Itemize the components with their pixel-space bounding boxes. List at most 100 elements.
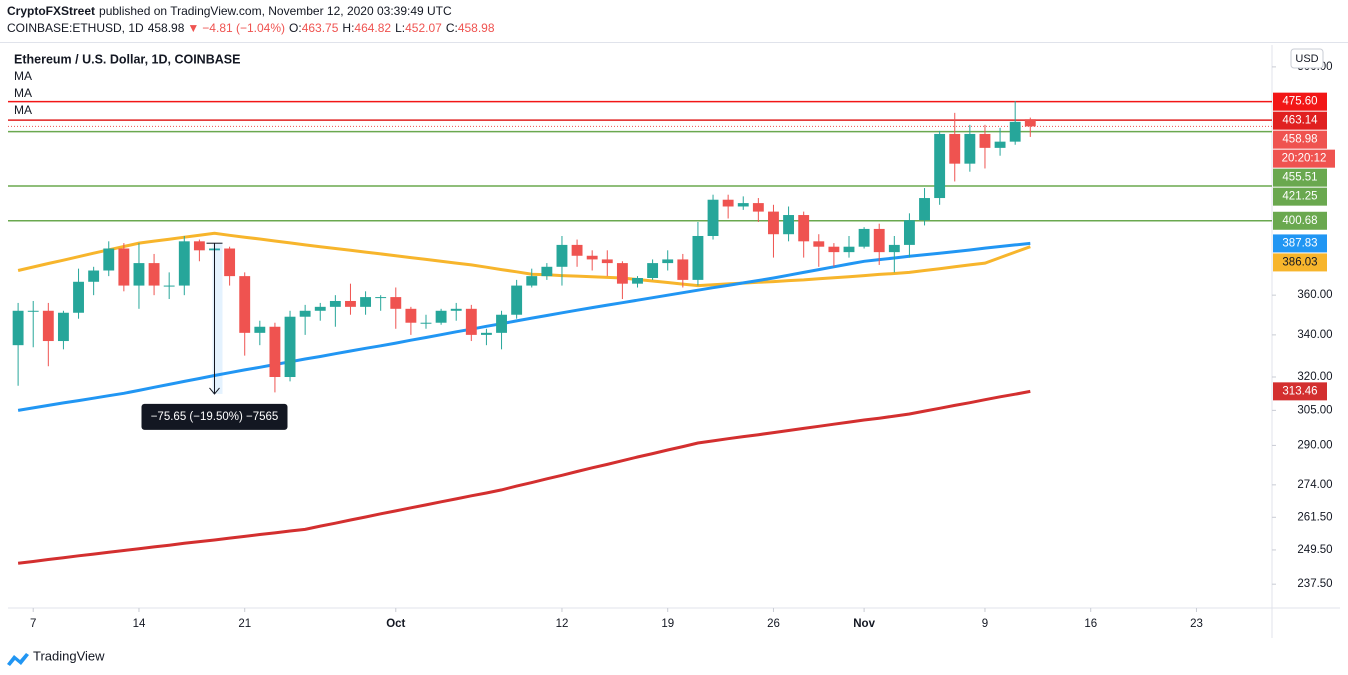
- candle-body: [193, 241, 205, 251]
- candle-body: [858, 228, 870, 247]
- high-value: 464.82: [354, 21, 391, 35]
- price-label-box: [1273, 234, 1327, 253]
- candle-body: [903, 220, 915, 245]
- candle-body: [934, 133, 946, 199]
- candle-body: [511, 285, 523, 315]
- change: −4.81 (−1.04%): [202, 21, 285, 35]
- published: published on TradingView.com, November 1…: [99, 4, 452, 18]
- candle-body: [556, 244, 568, 267]
- moving-average: [17, 389, 1031, 565]
- x-tick-label: 16: [1084, 618, 1097, 630]
- y-tick-label: 305.00: [1297, 404, 1332, 416]
- legend-entry: MA: [14, 86, 32, 100]
- candle-body: [329, 300, 341, 307]
- price-label: 475.60: [1282, 96, 1317, 108]
- candle-body: [254, 326, 266, 333]
- high-label: H:: [342, 21, 354, 35]
- y-tick-label: 274.00: [1297, 479, 1332, 491]
- x-tick-label: 14: [133, 618, 146, 630]
- candle-body: [994, 141, 1006, 148]
- price-label: 421.25: [1282, 191, 1317, 203]
- measure-label-box: [141, 403, 288, 430]
- candle-body: [526, 276, 538, 286]
- candle-body: [360, 297, 372, 307]
- candle-body: [163, 285, 175, 287]
- y-tick-label: 290.00: [1297, 439, 1332, 451]
- candle-body: [57, 312, 69, 342]
- candle-body: [888, 244, 900, 253]
- currency[interactable]: USD: [1295, 53, 1318, 65]
- candle-body: [224, 248, 236, 277]
- x-tick-label: 26: [767, 618, 780, 630]
- currency-button-box[interactable]: [1290, 48, 1324, 69]
- brand-icon[interactable]: [7, 653, 29, 666]
- candle-body: [586, 255, 598, 260]
- price-label: 386.03: [1282, 256, 1317, 268]
- price-label: 313.46: [1282, 385, 1317, 397]
- candle-body: [420, 322, 432, 324]
- candle-body: [873, 228, 885, 253]
- candle-body: [752, 203, 764, 212]
- x-tick-label: 21: [238, 618, 251, 630]
- candle-body: [118, 248, 130, 286]
- candle-body: [496, 314, 507, 333]
- symbol-line: COINBASE:ETHUSD, 1D 458.98 ▼ −4.81 (−1.04%)…: [7, 21, 495, 35]
- header-separator: [0, 42, 1348, 43]
- legend-entry: MA: [14, 69, 32, 83]
- author[interactable]: CryptoFXStreet: [7, 4, 95, 18]
- low-label: L:: [395, 21, 405, 35]
- change-arrow: ▼: [187, 21, 199, 35]
- price-label-box: [1273, 111, 1327, 130]
- x-tick-label: Oct: [386, 618, 405, 630]
- candle-body: [148, 263, 160, 286]
- y-tick-label: 320.00: [1297, 371, 1332, 383]
- low-value: 452.07: [405, 21, 442, 35]
- candle-body: [919, 198, 930, 221]
- y-tick-label: 261.50: [1297, 511, 1332, 523]
- candle-body: [798, 215, 810, 242]
- x-tick-label: 23: [1190, 618, 1203, 630]
- countdown: 20:20:12: [1282, 153, 1327, 165]
- candle-body: [571, 244, 583, 256]
- candle-body: [768, 211, 779, 235]
- candle-body: [299, 310, 311, 317]
- candle-body: [964, 133, 976, 164]
- measure-area: [212, 243, 223, 394]
- candle-body: [632, 278, 643, 284]
- candle-body: [601, 259, 613, 264]
- legend-entry: MA: [14, 103, 32, 117]
- candle-body: [692, 235, 704, 280]
- candle-body: [1024, 119, 1036, 127]
- measure-arrowhead: [209, 387, 220, 395]
- currency-button[interactable]: USD: [1290, 48, 1324, 69]
- candle-body: [178, 241, 190, 286]
- close-value: 458.98: [458, 21, 495, 35]
- price-label-box: [1273, 187, 1327, 206]
- brand-name[interactable]: TradingView: [33, 648, 105, 663]
- symbol: COINBASE:ETHUSD, 1D: [7, 21, 144, 35]
- candle-body: [737, 203, 749, 207]
- countdown-box: [1273, 149, 1335, 168]
- candle-body: [465, 308, 477, 335]
- open-value: 463.75: [302, 21, 339, 35]
- candle-body: [42, 310, 54, 342]
- y-tick-label: 249.50: [1297, 544, 1332, 556]
- candle-body: [979, 133, 991, 148]
- y-tick-label: 340.00: [1297, 329, 1332, 341]
- candle-body: [27, 310, 39, 312]
- chart-title: Ethereum / U.S. Dollar, 1D, COINBASE: [14, 52, 240, 66]
- candle-body: [480, 332, 492, 335]
- price-label-box: [1273, 382, 1327, 401]
- x-tick-label: 9: [982, 618, 988, 630]
- candle-body: [1009, 121, 1021, 142]
- candle-body: [662, 259, 674, 264]
- candle-body: [405, 308, 417, 323]
- last-price: 458.98: [148, 21, 185, 35]
- brand-logo[interactable]: TradingView: [7, 648, 105, 666]
- candle-body: [647, 263, 659, 279]
- x-tick-label: 7: [30, 618, 36, 630]
- plot-area: −75.65 (−19.50%) −7565: [8, 100, 1272, 565]
- moving-average: [17, 241, 1031, 412]
- moving-average: [17, 231, 1031, 288]
